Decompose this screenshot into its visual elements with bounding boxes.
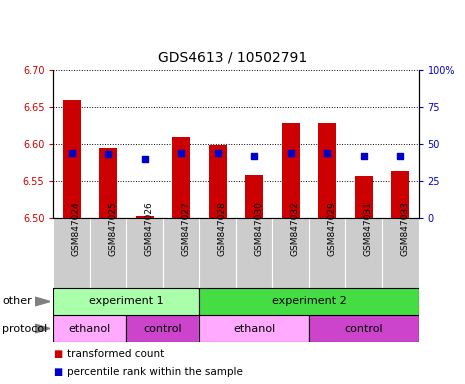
- Bar: [126, 315, 199, 342]
- Bar: [282, 123, 300, 218]
- Point: [324, 150, 331, 156]
- Text: GSM847030: GSM847030: [254, 201, 263, 256]
- Polygon shape: [35, 297, 50, 306]
- Text: GSM847029: GSM847029: [327, 201, 336, 256]
- Text: GSM847032: GSM847032: [291, 201, 300, 256]
- Text: experiment 2: experiment 2: [272, 296, 346, 306]
- Text: control: control: [345, 323, 383, 333]
- Bar: [309, 315, 418, 342]
- Bar: [53, 288, 199, 315]
- Bar: [199, 288, 418, 315]
- Point: [178, 150, 185, 156]
- Point: [141, 156, 148, 162]
- Text: GDS4613 / 10502791: GDS4613 / 10502791: [158, 51, 307, 65]
- Text: GSM847028: GSM847028: [218, 201, 227, 256]
- Text: ethanol: ethanol: [233, 323, 275, 333]
- Text: protocol: protocol: [2, 323, 47, 333]
- Bar: [63, 99, 81, 218]
- Bar: [172, 137, 190, 218]
- Text: experiment 1: experiment 1: [89, 296, 164, 306]
- Text: ■: ■: [53, 349, 63, 359]
- Point: [214, 150, 221, 156]
- Point: [105, 151, 112, 157]
- Text: GSM847026: GSM847026: [145, 201, 154, 256]
- Bar: [209, 146, 227, 218]
- Text: ethanol: ethanol: [69, 323, 111, 333]
- Bar: [136, 216, 154, 218]
- Text: transformed count: transformed count: [67, 349, 165, 359]
- Bar: [355, 176, 373, 218]
- Text: other: other: [2, 296, 32, 306]
- Text: percentile rank within the sample: percentile rank within the sample: [67, 367, 243, 377]
- Bar: [99, 148, 117, 218]
- Bar: [391, 171, 409, 218]
- Point: [360, 153, 367, 159]
- Point: [251, 153, 258, 159]
- Text: control: control: [144, 323, 182, 333]
- Text: GSM847027: GSM847027: [181, 201, 190, 256]
- Point: [397, 153, 404, 159]
- Bar: [199, 315, 309, 342]
- Polygon shape: [35, 324, 50, 333]
- Text: ■: ■: [53, 367, 63, 377]
- Point: [68, 150, 75, 156]
- Text: GSM847033: GSM847033: [400, 201, 409, 256]
- Point: [287, 150, 294, 156]
- Bar: [318, 123, 336, 218]
- Text: GSM847031: GSM847031: [364, 201, 373, 256]
- Bar: [245, 175, 263, 218]
- Text: GSM847024: GSM847024: [72, 201, 81, 256]
- Text: GSM847025: GSM847025: [108, 201, 117, 256]
- Bar: [53, 315, 126, 342]
